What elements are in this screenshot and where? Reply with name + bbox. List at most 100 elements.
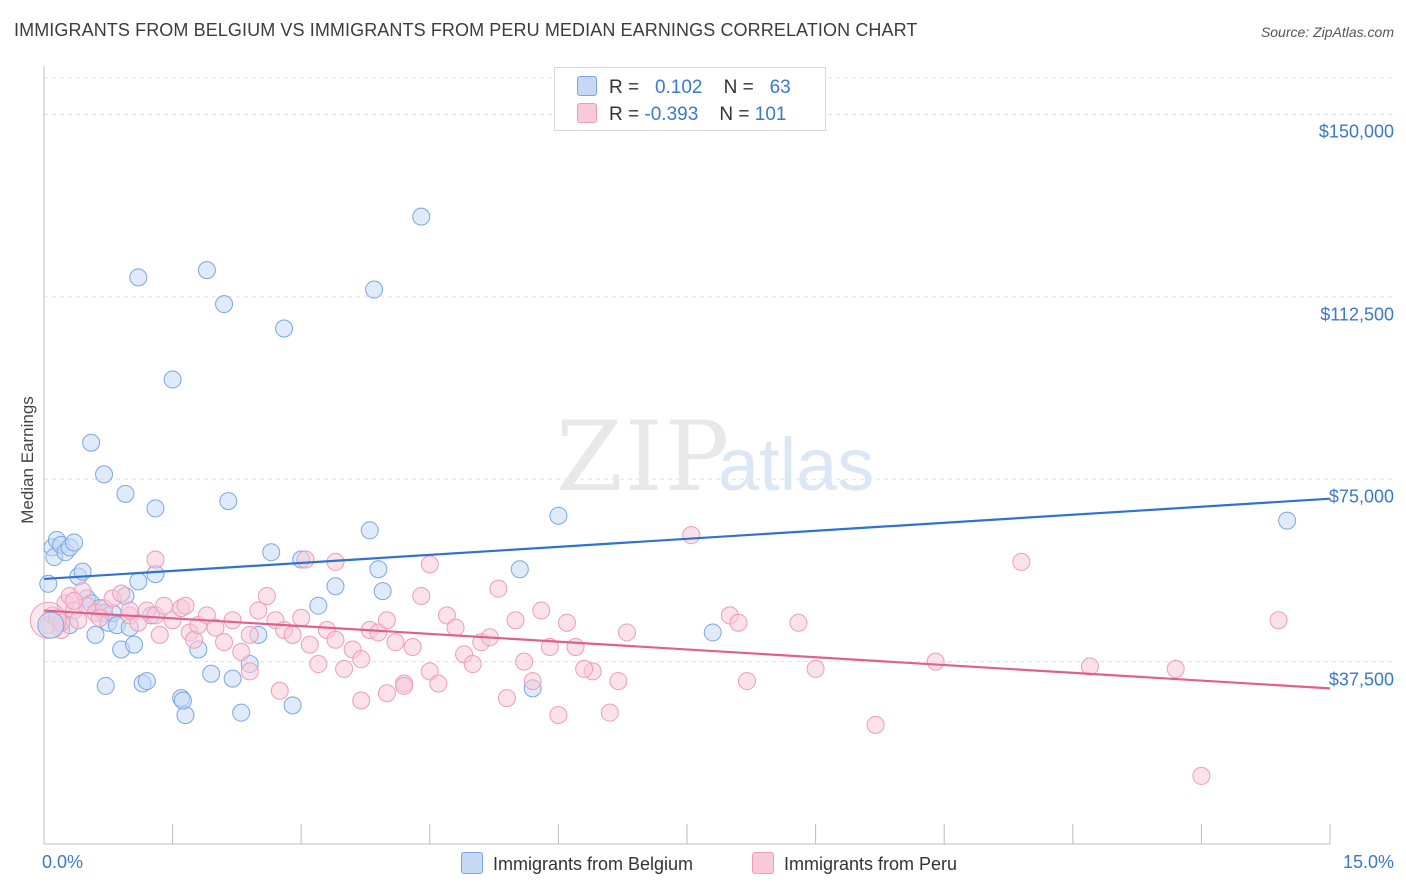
peru-point-82 (789, 613, 808, 632)
belgium-point-34 (215, 295, 234, 314)
peru-point-15 (129, 613, 148, 632)
peru-n-value: 101 (754, 104, 787, 125)
peru-point-96 (352, 691, 371, 710)
belgium-point-55 (510, 560, 529, 579)
peru-trend-line (43, 609, 1331, 690)
peru-point-47 (377, 611, 396, 630)
belgium-point-37 (176, 706, 195, 725)
peru-point-89 (1192, 766, 1211, 785)
peru-point-63 (515, 652, 534, 671)
peru-point-41 (326, 630, 345, 649)
belgium-point-49 (326, 577, 345, 596)
peru-point-27 (206, 618, 225, 637)
peru-point-68 (557, 613, 576, 632)
peru-point-87 (1080, 657, 1099, 676)
peru-point-37 (292, 608, 311, 627)
peru-point-64 (523, 672, 542, 691)
peru-point-57 (463, 655, 482, 674)
peru-point-69 (566, 638, 585, 657)
belgium-point-39 (202, 664, 221, 683)
peru-point-78 (682, 526, 701, 545)
belgium-point-57 (549, 506, 568, 525)
belgium-point-54 (412, 207, 431, 226)
belgium-cluster-point (37, 611, 65, 639)
belgium-point-0 (39, 574, 58, 593)
peru-point-36 (283, 625, 302, 644)
peru-point-97 (395, 676, 414, 695)
peru-point-88 (1166, 659, 1185, 678)
y-tick-label-3: $150,000 (1318, 121, 1394, 142)
belgium-point-53 (365, 280, 384, 299)
peru-point-32 (249, 601, 268, 620)
belgium-point-51 (369, 560, 388, 579)
belgium-swatch (577, 76, 597, 96)
y-tick-label-0: $37,500 (1328, 669, 1394, 690)
peru-point-84 (866, 715, 885, 734)
y-tick-label-1: $75,000 (1328, 486, 1394, 507)
belgium-point-31 (146, 499, 165, 518)
belgium-point-41 (232, 703, 251, 722)
peru-point-52 (420, 662, 439, 681)
belgium-point-29 (116, 484, 135, 503)
y-tick-label-2: $112,500 (1320, 304, 1394, 325)
peru-point-51 (412, 586, 431, 605)
peru-point-81 (738, 672, 757, 691)
peru-point-33 (257, 586, 276, 605)
belgium-n-value: 63 (769, 77, 791, 98)
belgium-point-52 (373, 582, 392, 601)
belgium-point-22 (129, 572, 148, 591)
peru-point-83 (806, 659, 825, 678)
peru-point-44 (352, 650, 371, 669)
peru-point-20 (163, 611, 182, 630)
belgium-r-value: 0.102 (654, 77, 703, 98)
peru-point-54 (437, 606, 456, 625)
belgium-n-label: N = (723, 77, 754, 98)
peru-point-60 (489, 579, 508, 598)
peru-point-98 (575, 659, 594, 678)
belgium-r-label: R = (609, 77, 640, 98)
peru-point-74 (146, 550, 165, 569)
belgium-point-12 (86, 625, 105, 644)
belgium-point-60 (96, 676, 115, 695)
belgium-trend-line (43, 497, 1331, 581)
peru-point-46 (369, 623, 388, 642)
belgium-point-40 (223, 669, 242, 688)
legend-peru: Immigrants from Peru (752, 852, 957, 875)
belgium-point-45 (275, 319, 294, 338)
peru-point-95 (270, 681, 289, 700)
peru-point-75 (296, 550, 315, 569)
peru-point-7 (69, 611, 88, 630)
belgium-point-35 (219, 492, 238, 511)
belgium-point-44 (262, 543, 281, 562)
stats-row-peru: R = -0.393 N = 101 (577, 103, 786, 126)
peru-point-31 (240, 625, 259, 644)
belgium-point-28 (95, 465, 114, 484)
peru-point-29 (223, 611, 242, 630)
belgium-point-58 (703, 623, 722, 642)
peru-point-99 (65, 591, 84, 610)
belgium-point-21 (125, 635, 144, 654)
belgium-point-32 (163, 370, 182, 389)
chart-title: IMMIGRANTS FROM BELGIUM VS IMMIGRANTS FR… (14, 20, 918, 40)
peru-point-72 (609, 672, 628, 691)
peru-point-61 (497, 689, 516, 708)
x-tick-label-1: 15.0% (1342, 852, 1394, 872)
belgium-point-48 (309, 596, 328, 615)
peru-point-85 (926, 652, 945, 671)
peru-point-42 (335, 659, 354, 678)
peru-point-90 (1269, 611, 1288, 630)
peru-point-62 (506, 611, 525, 630)
peru-n-label: N = (719, 104, 750, 125)
legend-belgium: Immigrants from Belgium (461, 852, 693, 875)
peru-point-39 (309, 655, 328, 674)
peru-point-55 (446, 618, 465, 637)
peru-point-92 (90, 608, 109, 627)
belgium-point-24 (137, 672, 156, 691)
belgium-point-50 (360, 521, 379, 540)
peru-point-86 (1012, 552, 1031, 571)
belgium-point-59 (1278, 511, 1297, 530)
peru-point-28 (215, 633, 234, 652)
belgium-point-33 (197, 261, 216, 280)
peru-point-38 (300, 635, 319, 654)
stats-row-belgium: R = 0.102 N = 63 (577, 76, 791, 99)
